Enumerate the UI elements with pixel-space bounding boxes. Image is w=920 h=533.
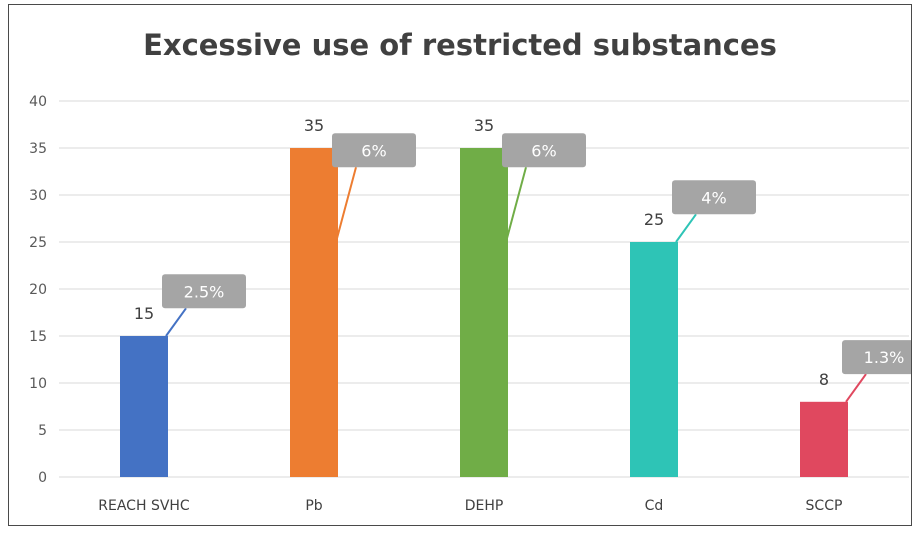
bar	[800, 401, 848, 477]
percent-label-box	[672, 180, 756, 215]
x-axis-categories: REACH SVHC Pb DEHP Cd SCCP	[98, 498, 842, 514]
bar	[290, 148, 338, 477]
y-tick-label: 25	[29, 235, 47, 251]
leader-line	[335, 167, 357, 243]
percent-label-box	[162, 274, 246, 309]
category-label: SCCP	[806, 498, 843, 514]
y-tick-label: 20	[29, 282, 47, 298]
bars	[120, 148, 848, 477]
leader-lines	[165, 167, 867, 403]
value-label: 35	[304, 116, 324, 135]
leader-line	[165, 307, 187, 337]
y-tick-label: 0	[38, 470, 47, 486]
percent-label: 1.3%	[864, 348, 905, 367]
percent-label-box	[842, 340, 911, 375]
category-label: REACH SVHC	[98, 498, 190, 514]
value-label: 8	[819, 370, 829, 389]
percent-label-box	[332, 133, 416, 168]
chart-frame: Excessive use of restricted substances 0…	[8, 4, 912, 526]
percent-label: 2.5%	[184, 282, 225, 301]
percent-label: 6%	[531, 141, 556, 160]
y-tick-label: 35	[29, 141, 47, 157]
bar-chart: Excessive use of restricted substances 0…	[29, 28, 911, 514]
bar	[120, 336, 168, 477]
y-tick-label: 5	[38, 423, 47, 439]
bar	[630, 242, 678, 477]
leader-line	[505, 167, 527, 243]
value-label: 15	[134, 304, 154, 323]
y-tick-label: 30	[29, 188, 47, 204]
category-label: Pb	[305, 498, 322, 514]
leader-line	[675, 213, 697, 243]
value-label: 35	[474, 116, 494, 135]
y-axis-ticks: 0 5 10 15 20 25 30 35 40	[29, 94, 47, 486]
value-label: 25	[644, 210, 664, 229]
percent-label-box	[502, 133, 586, 168]
percent-label: 4%	[701, 188, 726, 207]
y-tick-label: 10	[29, 376, 47, 392]
y-tick-label: 15	[29, 329, 47, 345]
leader-line	[845, 373, 867, 403]
category-label: Cd	[645, 498, 664, 514]
chart-title: Excessive use of restricted substances	[143, 28, 777, 62]
bar	[460, 148, 508, 477]
data-labels: 15 2.5% 35 6% 35 6% 25 4% 8 1.3%	[134, 116, 911, 389]
category-label: DEHP	[465, 498, 504, 514]
y-tick-label: 40	[29, 94, 47, 110]
percent-label: 6%	[361, 141, 386, 160]
